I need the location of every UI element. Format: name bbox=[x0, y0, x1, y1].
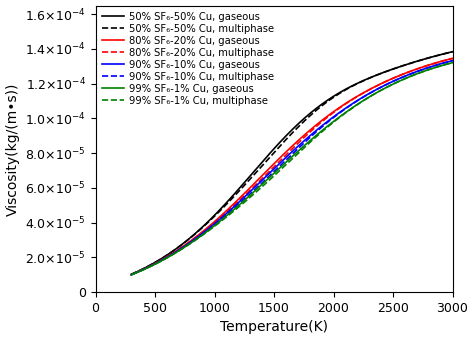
80% SF₆-20% Cu, multiphase bbox=[128, 273, 134, 277]
80% SF₆-20% Cu, multiphase bbox=[318, 121, 323, 125]
50% SF₆-50% Cu, gaseous bbox=[128, 272, 134, 276]
Line: 80% SF₆-20% Cu, gaseous: 80% SF₆-20% Cu, gaseous bbox=[131, 58, 453, 275]
Line: 50% SF₆-50% Cu, multiphase: 50% SF₆-50% Cu, multiphase bbox=[131, 52, 453, 274]
50% SF₆-50% Cu, gaseous bbox=[274, 144, 280, 148]
99% SF₆-1% Cu, multiphase bbox=[318, 131, 323, 135]
80% SF₆-20% Cu, gaseous bbox=[128, 273, 134, 277]
99% SF₆-1% Cu, gaseous bbox=[128, 273, 134, 277]
99% SF₆-1% Cu, multiphase bbox=[128, 273, 134, 277]
90% SF₆-10% Cu, multiphase bbox=[370, 89, 376, 94]
Line: 99% SF₆-1% Cu, gaseous: 99% SF₆-1% Cu, gaseous bbox=[131, 63, 453, 275]
90% SF₆-10% Cu, multiphase bbox=[274, 167, 280, 171]
Line: 90% SF₆-10% Cu, multiphase: 90% SF₆-10% Cu, multiphase bbox=[131, 61, 453, 275]
Line: 99% SF₆-1% Cu, multiphase: 99% SF₆-1% Cu, multiphase bbox=[131, 63, 453, 275]
99% SF₆-1% Cu, multiphase bbox=[370, 93, 376, 97]
50% SF₆-50% Cu, gaseous bbox=[185, 238, 191, 242]
99% SF₆-1% Cu, gaseous bbox=[185, 243, 191, 247]
99% SF₆-1% Cu, multiphase bbox=[450, 61, 456, 65]
90% SF₆-10% Cu, multiphase bbox=[211, 223, 217, 227]
90% SF₆-10% Cu, gaseous bbox=[128, 273, 134, 277]
80% SF₆-20% Cu, gaseous bbox=[185, 241, 191, 245]
50% SF₆-50% Cu, multiphase bbox=[370, 74, 376, 79]
90% SF₆-10% Cu, gaseous bbox=[370, 89, 376, 94]
50% SF₆-50% Cu, gaseous bbox=[450, 50, 456, 54]
50% SF₆-50% Cu, multiphase bbox=[128, 272, 134, 276]
80% SF₆-20% Cu, gaseous bbox=[318, 119, 323, 123]
50% SF₆-50% Cu, gaseous bbox=[343, 87, 348, 91]
90% SF₆-10% Cu, gaseous bbox=[274, 164, 280, 168]
90% SF₆-10% Cu, multiphase bbox=[185, 242, 191, 246]
99% SF₆-1% Cu, multiphase bbox=[274, 171, 280, 175]
80% SF₆-20% Cu, multiphase bbox=[343, 102, 348, 106]
99% SF₆-1% Cu, multiphase bbox=[343, 111, 348, 115]
50% SF₆-50% Cu, gaseous bbox=[211, 214, 217, 218]
90% SF₆-10% Cu, multiphase bbox=[450, 58, 456, 63]
99% SF₆-1% Cu, gaseous bbox=[370, 92, 376, 97]
80% SF₆-20% Cu, multiphase bbox=[185, 241, 191, 245]
80% SF₆-20% Cu, multiphase bbox=[274, 162, 280, 166]
90% SF₆-10% Cu, gaseous bbox=[343, 106, 348, 110]
50% SF₆-50% Cu, gaseous bbox=[370, 74, 376, 79]
Line: 50% SF₆-50% Cu, gaseous: 50% SF₆-50% Cu, gaseous bbox=[131, 52, 453, 274]
Y-axis label: Viscosity(kg/(m•s)): Viscosity(kg/(m•s)) bbox=[6, 82, 19, 216]
Line: 90% SF₆-10% Cu, gaseous: 90% SF₆-10% Cu, gaseous bbox=[131, 61, 453, 275]
80% SF₆-20% Cu, gaseous bbox=[211, 220, 217, 224]
80% SF₆-20% Cu, gaseous bbox=[343, 101, 348, 105]
50% SF₆-50% Cu, multiphase bbox=[318, 105, 323, 109]
Line: 80% SF₆-20% Cu, multiphase: 80% SF₆-20% Cu, multiphase bbox=[131, 58, 453, 275]
90% SF₆-10% Cu, multiphase bbox=[128, 273, 134, 277]
90% SF₆-10% Cu, multiphase bbox=[343, 106, 348, 110]
50% SF₆-50% Cu, gaseous bbox=[318, 103, 323, 107]
50% SF₆-50% Cu, multiphase bbox=[185, 238, 191, 242]
50% SF₆-50% Cu, multiphase bbox=[343, 88, 348, 92]
80% SF₆-20% Cu, multiphase bbox=[211, 221, 217, 225]
99% SF₆-1% Cu, multiphase bbox=[211, 225, 217, 229]
90% SF₆-10% Cu, gaseous bbox=[185, 242, 191, 246]
99% SF₆-1% Cu, gaseous bbox=[318, 130, 323, 134]
80% SF₆-20% Cu, multiphase bbox=[370, 86, 376, 90]
Legend: 50% SF₆-50% Cu, gaseous, 50% SF₆-50% Cu, multiphase, 80% SF₆-20% Cu, gaseous, 80: 50% SF₆-50% Cu, gaseous, 50% SF₆-50% Cu,… bbox=[98, 7, 278, 109]
80% SF₆-20% Cu, multiphase bbox=[450, 56, 456, 61]
80% SF₆-20% Cu, gaseous bbox=[450, 56, 456, 61]
99% SF₆-1% Cu, gaseous bbox=[274, 169, 280, 173]
80% SF₆-20% Cu, gaseous bbox=[274, 159, 280, 163]
80% SF₆-20% Cu, gaseous bbox=[370, 86, 376, 90]
X-axis label: Temperature(K): Temperature(K) bbox=[220, 320, 328, 335]
99% SF₆-1% Cu, gaseous bbox=[211, 224, 217, 228]
90% SF₆-10% Cu, gaseous bbox=[318, 125, 323, 129]
90% SF₆-10% Cu, multiphase bbox=[318, 126, 323, 130]
90% SF₆-10% Cu, gaseous bbox=[211, 222, 217, 226]
50% SF₆-50% Cu, multiphase bbox=[211, 215, 217, 219]
50% SF₆-50% Cu, multiphase bbox=[450, 50, 456, 54]
99% SF₆-1% Cu, gaseous bbox=[450, 61, 456, 65]
90% SF₆-10% Cu, gaseous bbox=[450, 58, 456, 63]
50% SF₆-50% Cu, multiphase bbox=[274, 148, 280, 152]
99% SF₆-1% Cu, multiphase bbox=[185, 243, 191, 247]
99% SF₆-1% Cu, gaseous bbox=[343, 110, 348, 114]
